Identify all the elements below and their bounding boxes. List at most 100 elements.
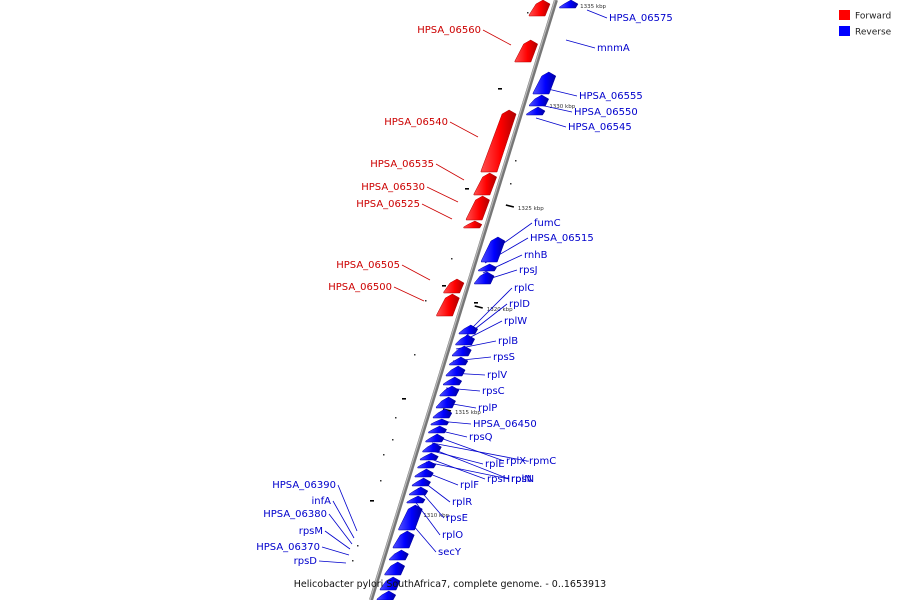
reverse-gene-block: [389, 549, 409, 561]
gene-label-hpsa-06540: HPSA_06540: [384, 117, 448, 128]
gene-label-rpsj: rpsJ: [519, 265, 538, 276]
reverse-leader-line: [565, 39, 596, 49]
gene-label-hpsa-06390: HPSA_06390: [272, 480, 336, 491]
scale-tick-label: 1330 kbp: [549, 104, 575, 110]
reverse-gene-block: [526, 106, 546, 116]
minor-tick: [392, 439, 394, 441]
gene-label-hpsa-06550: HPSA_06550: [574, 107, 638, 118]
reverse-gene-block: [422, 442, 442, 453]
legend-swatch-forward: [839, 10, 850, 20]
gene-label-hpsa-06380: HPSA_06380: [263, 509, 327, 520]
scale-tick-mark: [505, 204, 515, 208]
scale-tick-label: 1325 kbp: [518, 206, 544, 212]
gene-label-rplw: rplW: [504, 316, 527, 327]
gene-label-rplc: rplC: [514, 283, 534, 294]
legend-swatch-reverse: [839, 26, 850, 36]
forward-leader-line: [421, 203, 453, 220]
gene-label-rplv: rplV: [487, 370, 507, 381]
reverse-gene-block: [432, 408, 453, 419]
forward-gene-block: [473, 172, 497, 196]
gene-label-mnma: mnmA: [597, 43, 630, 54]
reverse-gene-block: [376, 590, 397, 600]
gene-label-rpsh: rpsH: [487, 474, 510, 485]
reverse-gene-block: [425, 433, 445, 443]
minor-tick: [414, 354, 416, 356]
minor-tick: [380, 480, 382, 482]
gene-label-rpsq: rpsQ: [469, 432, 493, 443]
reverse-leader-line: [413, 499, 441, 536]
reverse-gene-block: [409, 486, 429, 496]
gene-label-rnhb: rnhB: [524, 250, 548, 261]
scale-tick-label: 1335 kbp: [580, 4, 606, 10]
scale-tick-label: 1315 kbp: [455, 410, 481, 416]
reverse-gene-block: [428, 425, 448, 434]
reverse-leader-line: [411, 523, 437, 553]
reverse-gene-block: [439, 385, 460, 397]
reverse-gene-block: [414, 468, 434, 478]
gene-label-hpsa-06545: HPSA_06545: [568, 122, 632, 133]
gene-label-hpsa-06525: HPSA_06525: [356, 199, 420, 210]
minor-ticks: [352, 12, 529, 562]
gene-label-rplb: rplB: [498, 336, 518, 347]
reverse-gene-block: [458, 324, 479, 335]
minor-tick: [451, 258, 453, 260]
gene-label-rpln: rplN: [511, 474, 532, 485]
gene-labels: HPSA_06560 HPSA_06540 HPSA_06535 HPSA_06530…: [256, 13, 673, 567]
forward-leader-line: [393, 286, 425, 302]
reverse-gene-block: [445, 365, 466, 377]
minor-tick: [442, 285, 446, 287]
gene-label-rpsc: rpsC: [482, 386, 505, 397]
gene-label-hpsa-06530: HPSA_06530: [361, 182, 425, 193]
gene-label-rplr: rplR: [452, 497, 472, 508]
minor-tick: [357, 545, 359, 547]
gene-label-rple: rplE: [485, 459, 505, 470]
forward-gene-block: [528, 0, 551, 17]
reverse-leader-line: [470, 287, 513, 330]
reverse-gene-block: [398, 504, 423, 531]
gene-label-rpsn: rpsN: [511, 474, 534, 485]
reverse-gene-block: [419, 452, 439, 461]
minor-tick: [395, 417, 397, 419]
legend: Forward Reverse: [839, 10, 892, 38]
gene-label-infa: infA: [312, 496, 332, 507]
reverse-gene-block: [532, 71, 557, 95]
reverse-gene-block: [430, 418, 450, 426]
reverse-gene-block: [379, 576, 401, 591]
gene-label-rplf: rplF: [460, 480, 479, 491]
reverse-leader-line: [535, 117, 567, 128]
reverse-gene-block: [411, 477, 431, 487]
forward-gene-block: [463, 220, 483, 229]
gene-label-rpsm: rpsM: [299, 526, 323, 537]
genome-backbone: [369, 0, 558, 600]
reverse-gene-block: [449, 356, 469, 366]
reverse-gene-block: [559, 0, 579, 9]
reverse-leader-line: [324, 530, 351, 550]
minor-tick: [352, 560, 354, 562]
reverse-gene-block: [529, 94, 550, 107]
gene-label-rpss: rpsS: [493, 352, 515, 363]
forward-gene-block: [480, 109, 517, 173]
gene-label-rpse: rpsE: [446, 513, 468, 524]
gene-label-hpsa-06450: HPSA_06450: [473, 419, 537, 430]
scale-tick-mark: [474, 305, 483, 309]
reverse-gene-block: [435, 396, 456, 409]
reverse-gene-block: [417, 460, 437, 469]
reverse-leader-line: [318, 560, 347, 564]
reverse-gene-block: [478, 263, 497, 272]
gene-label-rplp: rplP: [478, 403, 497, 414]
gene-label-rplo: rplO: [442, 530, 463, 541]
minor-tick: [510, 183, 512, 185]
reverse-leader-line: [586, 9, 608, 19]
reverse-gene-block: [392, 530, 415, 549]
reverse-leader-line: [425, 461, 510, 480]
minor-tick: [474, 302, 478, 304]
forward-gene-block: [465, 195, 490, 221]
legend-label-forward: Forward: [855, 12, 891, 22]
scale-tick-label: 1310 kbp: [423, 513, 449, 519]
reverse-gene-block: [406, 495, 426, 504]
reverse-gene-block: [443, 376, 463, 386]
reverse-gene-block: [455, 334, 476, 346]
forward-leader-line: [426, 186, 459, 203]
gene-label-rpld: rplD: [509, 299, 530, 310]
